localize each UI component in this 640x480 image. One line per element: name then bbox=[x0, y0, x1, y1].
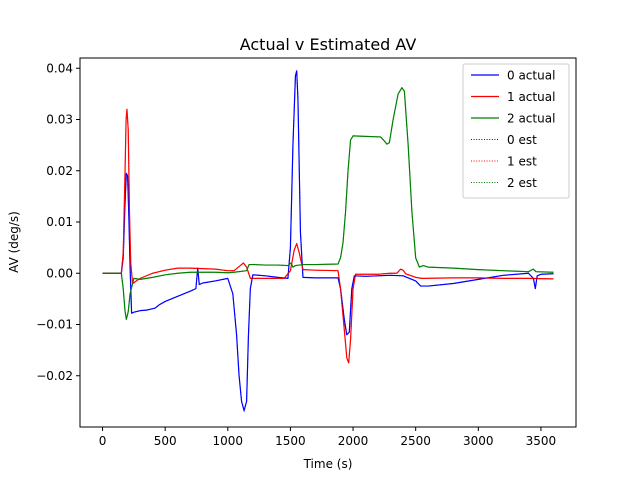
legend-label: 0 est bbox=[507, 133, 537, 147]
x-tick-label: 3000 bbox=[463, 434, 494, 448]
legend-box bbox=[462, 63, 570, 199]
series-line-0-est bbox=[102, 70, 554, 413]
plot-frame bbox=[79, 57, 577, 428]
x-axis-label: Time (s) bbox=[303, 457, 353, 471]
series-line-1-actual bbox=[102, 108, 554, 364]
x-tick-label: 2500 bbox=[400, 434, 431, 448]
series-line-2-est bbox=[102, 86, 554, 320]
legend: 0 actual 1 actual 2 actual 0 est 1 est 2 est bbox=[462, 63, 570, 199]
x-tick-label: 1500 bbox=[275, 434, 306, 448]
legend-label: 2 est bbox=[507, 176, 537, 190]
y-tick-label: −0.01 bbox=[36, 318, 73, 332]
y-tick-label: 0.02 bbox=[46, 164, 73, 178]
y-tick-label: −0.02 bbox=[36, 369, 73, 383]
series-layer bbox=[102, 70, 554, 413]
legend-label: 1 actual bbox=[507, 90, 555, 104]
y-tick-label: 0.00 bbox=[46, 266, 73, 280]
y-tick-label: 0.04 bbox=[46, 61, 73, 75]
y-tick-label: 0.03 bbox=[46, 113, 73, 127]
x-tick-label: 500 bbox=[154, 434, 177, 448]
y-axis-label: AV (deg/s) bbox=[7, 211, 21, 273]
chart-title: Actual v Estimated AV bbox=[240, 35, 417, 54]
legend-label: 2 actual bbox=[507, 112, 555, 126]
y-axis: −0.02 −0.01 0.00 0.01 0.02 0.03 0.04 bbox=[36, 61, 80, 383]
x-tick-label: 2000 bbox=[338, 434, 369, 448]
y-tick-label: 0.01 bbox=[46, 215, 73, 229]
legend-label: 1 est bbox=[507, 155, 537, 169]
x-tick-label: 1000 bbox=[213, 434, 244, 448]
x-tick-label: 3500 bbox=[526, 434, 557, 448]
x-axis: 0 500 1000 1500 2000 2500 3000 3500 bbox=[99, 427, 556, 448]
x-tick-label: 0 bbox=[99, 434, 107, 448]
legend-label: 0 actual bbox=[507, 69, 555, 83]
